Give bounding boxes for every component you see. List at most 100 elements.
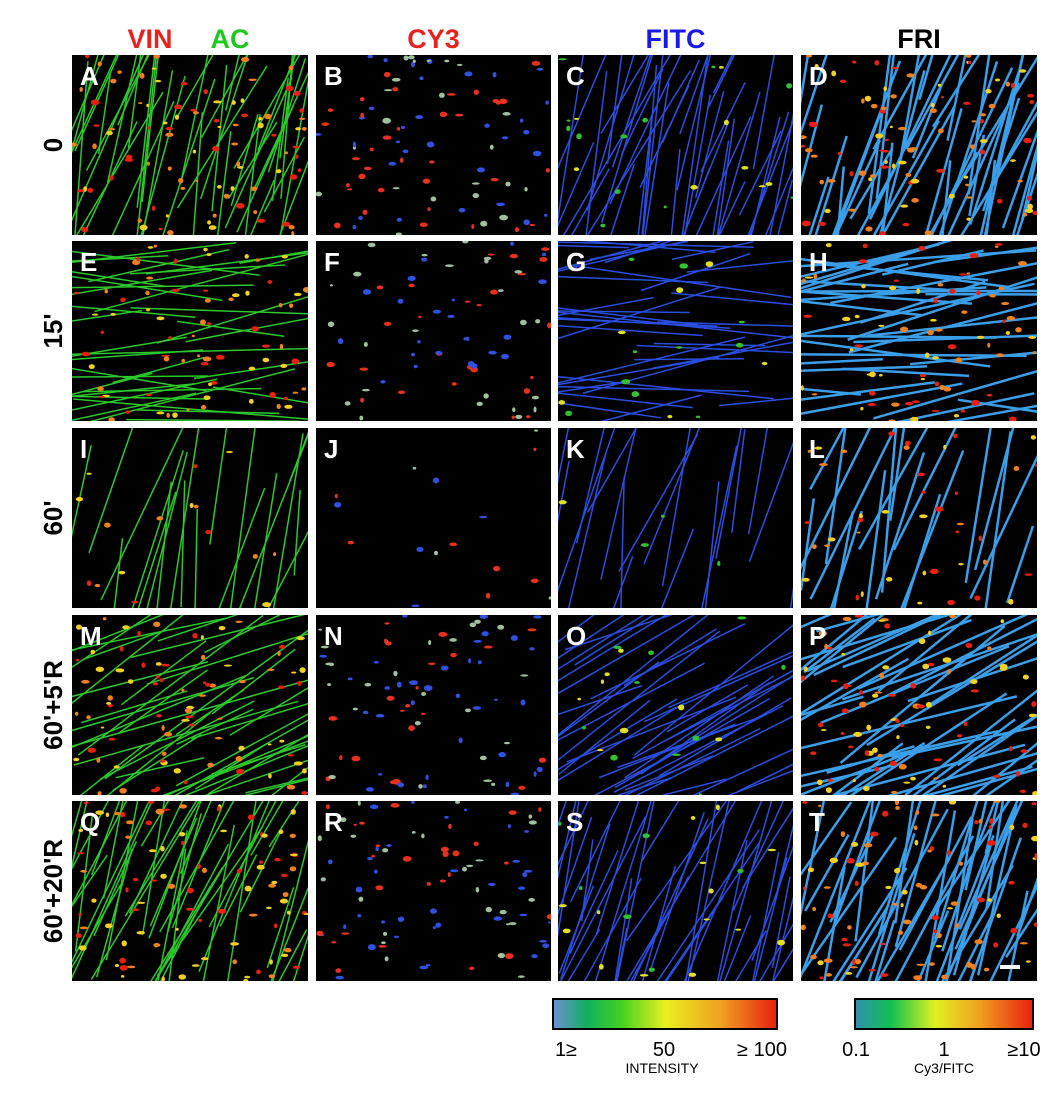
adhesion [429,908,437,914]
fiber [73,398,308,420]
fiber [614,878,633,981]
intensity-colorbar [552,998,778,1030]
fiber [230,428,256,608]
fiber [960,110,1037,235]
adhesion [119,787,127,794]
fiber [877,615,973,692]
adhesion [293,90,301,97]
adhesion [432,309,442,314]
adhesion [847,925,852,930]
fiber [636,344,793,354]
adhesion [205,530,212,535]
fiber [180,480,186,607]
adhesion [236,161,241,168]
fiber [903,493,942,608]
adhesion [396,127,401,131]
fiber [266,887,295,969]
adhesion [317,835,322,842]
adhesion [692,735,700,741]
adhesion [817,722,824,728]
fiber [72,801,151,964]
adhesion [705,261,714,267]
fiber [558,615,595,643]
adhesion [558,58,567,61]
adhesion [186,887,195,894]
adhesion [153,943,161,948]
adhesion [137,630,141,637]
adhesion [976,290,981,296]
adhesion [903,445,910,450]
adhesion [438,631,448,637]
adhesion [976,335,985,339]
fiber [838,912,886,981]
adhesion [132,877,139,882]
adhesion [236,203,245,209]
adhesion [885,577,893,582]
adhesion [195,179,199,182]
fiber [801,695,864,717]
adhesion [956,522,965,526]
fiber [179,801,212,874]
adhesion [352,224,357,230]
fiber [679,55,709,135]
fiber [137,409,280,415]
adhesion [384,641,392,646]
fiber [270,887,308,981]
adhesion [1015,327,1022,333]
adhesion [485,906,492,913]
adhesion [416,546,424,553]
micrograph-content [334,429,551,608]
fiber [881,105,956,235]
adhesion [167,230,174,235]
adhesion [185,715,194,719]
adhesion [203,247,208,252]
adhesion [735,928,742,931]
adhesion [825,243,832,248]
adhesion [534,429,539,432]
fiber [574,615,655,666]
fiber [558,336,746,384]
fiber [199,55,249,200]
adhesion [207,322,212,326]
adhesion [947,668,951,675]
fiber [747,119,793,235]
adhesion [524,187,528,192]
adhesion [125,410,131,414]
fiber [891,725,1037,759]
column-header: VIN [127,24,172,54]
adhesion [842,683,849,690]
fiber [1016,172,1037,235]
fiber [72,372,153,396]
adhesion [426,882,431,886]
adhesion [819,179,824,185]
fiber [652,341,793,369]
fiber [209,428,228,545]
adhesion [395,232,402,235]
adhesion [889,285,897,291]
fiber [939,767,1037,795]
adhesion [136,930,146,935]
adhesion [941,974,949,980]
adhesion [935,944,943,948]
adhesion [449,638,457,642]
adhesion [480,220,488,227]
adhesion [1033,922,1037,927]
adhesion [1015,770,1021,777]
adhesion [958,562,964,566]
adhesion [856,531,861,534]
fiber [801,262,909,293]
fiber [1005,525,1035,604]
adhesion [667,414,673,419]
adhesion [192,149,197,154]
fiber [644,82,670,235]
adhesion [285,85,294,92]
adhesion [818,804,822,807]
adhesion [690,184,698,190]
adhesion [456,63,463,66]
adhesion [523,219,530,226]
adhesion [268,974,275,979]
adhesion [364,682,372,687]
adhesion [518,886,526,890]
adhesion [918,245,926,251]
adhesion [399,157,404,163]
